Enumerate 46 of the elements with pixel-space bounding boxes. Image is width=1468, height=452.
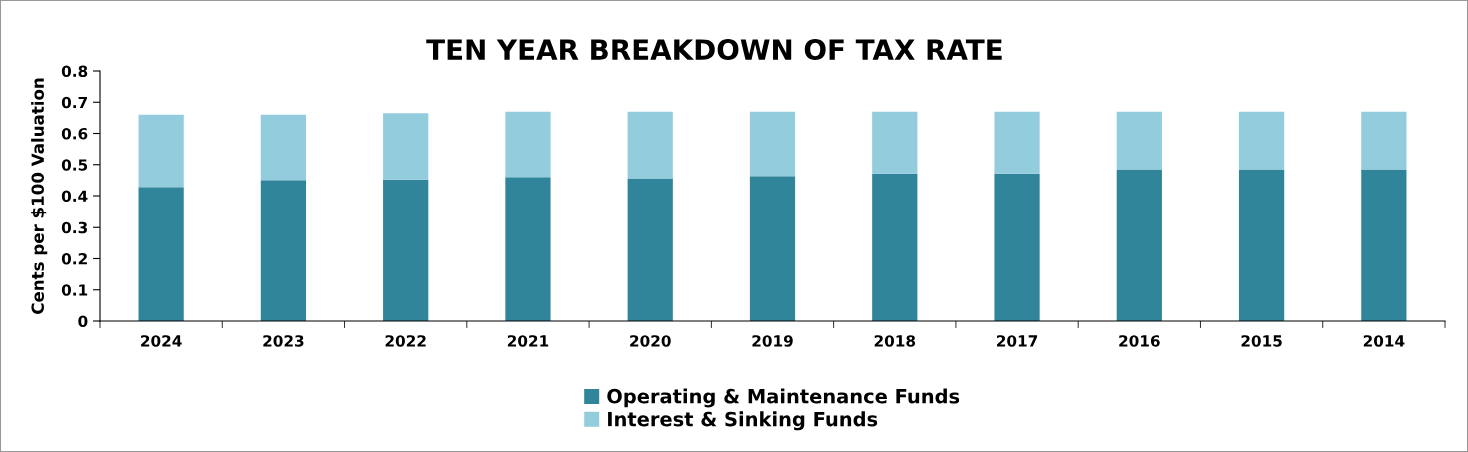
bar — [260, 114, 307, 181]
y-tick-label: 0.4 — [61, 190, 88, 203]
bar — [1238, 111, 1285, 170]
bar — [994, 173, 1040, 321]
bar — [1361, 111, 1407, 170]
bar — [627, 178, 673, 321]
y-tick-label: 0.2 — [61, 252, 87, 265]
bar — [138, 187, 184, 321]
bar — [260, 180, 307, 321]
y-tick-label: 0.7 — [61, 96, 87, 109]
legend-label: Interest & Sinking Funds — [608, 411, 878, 431]
y-tick-label: 0.3 — [61, 221, 87, 234]
y-tick-label: 0.5 — [61, 159, 88, 171]
bar — [383, 179, 429, 321]
legend-label: Operating & Maintenance Funds — [607, 388, 960, 408]
bar — [383, 113, 429, 180]
x-tick-label: 2023 — [263, 335, 304, 347]
chart-title: TEN YEAR BREAKDOWN OF TAX RATE — [426, 39, 1002, 61]
bar — [1116, 111, 1162, 170]
bar — [872, 111, 918, 174]
x-tick-label: 2016 — [1119, 335, 1160, 347]
bar — [1361, 169, 1407, 321]
bar — [627, 111, 673, 179]
y-axis-title: Cents per $100 Valuation — [31, 78, 48, 314]
bar — [749, 111, 796, 177]
x-tick-label: 2019 — [752, 335, 793, 347]
y-tick-label: 0.6 — [61, 127, 88, 140]
x-tick-label: 2021 — [507, 335, 549, 347]
x-tick-label: 2017 — [996, 335, 1038, 347]
y-tick-label: 0.8 — [61, 65, 88, 78]
bar — [1238, 169, 1285, 321]
bar — [872, 173, 918, 321]
bar — [505, 111, 551, 178]
bar — [505, 177, 551, 321]
bar — [749, 176, 796, 321]
x-tick-label: 2020 — [630, 335, 671, 347]
x-tick-label: 2014 — [1363, 335, 1405, 347]
x-tick-label: 2018 — [874, 335, 916, 347]
bar — [994, 111, 1040, 174]
x-tick-label: 2015 — [1241, 335, 1282, 347]
bar — [138, 114, 184, 188]
y-tick-label: 0 — [78, 315, 88, 328]
x-tick-label: 2024 — [141, 335, 182, 347]
bar — [1116, 169, 1162, 321]
x-tick-label: 2022 — [385, 335, 426, 347]
y-tick-label: 0.1 — [61, 284, 88, 296]
